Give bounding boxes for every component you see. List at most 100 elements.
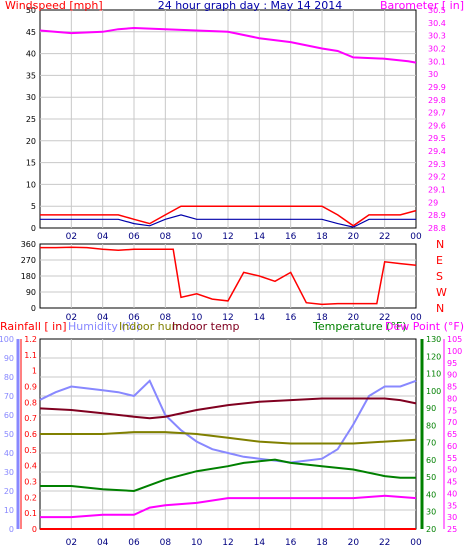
x-tick-label: 16 [285, 538, 297, 548]
y-tick-label: 360 [21, 240, 36, 249]
y-tick-label: 100 [426, 387, 441, 396]
x-tick-label: 20 [348, 313, 360, 323]
x-tick-label: 22 [379, 232, 390, 242]
y-tick-label: 29.6 [428, 121, 446, 130]
x-tick-label: 08 [160, 232, 172, 242]
x-tick-label: 12 [222, 313, 233, 323]
y-tick-label: 60 [4, 411, 14, 420]
x-tick-label: 06 [128, 313, 140, 323]
x-tick-label: 06 [128, 538, 140, 548]
x-tick-label: 04 [97, 232, 109, 242]
y-tick-label: 0.2 [24, 493, 37, 502]
y-tick-label: 29.9 [428, 83, 446, 92]
y-tick-label: 30 [447, 513, 457, 522]
y-tick-label: 75 [447, 406, 457, 415]
compass-label: N [436, 238, 444, 251]
y-tick-label: 80 [447, 394, 457, 403]
x-tick-label: 00 [410, 232, 422, 242]
x-tick-label: 08 [160, 313, 172, 323]
y-tick-label: 100 [0, 335, 14, 344]
x-tick-label: 10 [191, 538, 203, 548]
x-tick-label: 18 [316, 538, 328, 548]
y-tick-label: 30.2 [428, 44, 446, 53]
y-tick-label: 30.1 [428, 57, 446, 66]
y-tick-label: 30 [428, 70, 438, 79]
x-tick-label: 14 [254, 538, 266, 548]
y-tick-label: 40 [4, 449, 14, 458]
y-tick-label: 1.2 [24, 335, 37, 344]
x-tick-label: 08 [160, 538, 172, 548]
x-tick-label: 22 [379, 538, 390, 548]
x-tick-label: 14 [254, 232, 266, 242]
y-tick-label: 30.5 [428, 6, 446, 15]
chart-title: 24 hour graph day : May 14 2014 [158, 0, 343, 12]
y-tick-label: 5 [31, 202, 36, 211]
y-tick-label: 20 [4, 487, 14, 496]
x-tick-label: 00 [410, 313, 422, 323]
y-tick-label: 29.7 [428, 109, 446, 118]
y-tick-label: 85 [447, 383, 457, 392]
y-tick-label: 0.3 [24, 478, 37, 487]
y-tick-label: 70 [4, 392, 14, 401]
indoor-hum-label: Indoor hum [119, 320, 182, 333]
x-tick-label: 18 [316, 232, 328, 242]
y-tick-label: 30 [426, 508, 436, 517]
temperature-label: Temperature (°F) [312, 320, 407, 333]
y-tick-label: 35 [447, 501, 457, 510]
y-tick-label: 45 [447, 478, 457, 487]
y-tick-label: 1 [32, 367, 37, 376]
y-tick-label: 95 [447, 359, 457, 368]
humidity-label: Humidity (%) [68, 320, 140, 333]
y-tick-label: 45 [26, 28, 36, 37]
y-tick-label: 90 [447, 371, 457, 380]
indoor-temp-label: Indoor temp [172, 320, 239, 333]
y-tick-label: 60 [426, 456, 436, 465]
y-tick-label: 10 [26, 180, 36, 189]
y-tick-label: 25 [447, 525, 457, 534]
x-tick-label: 02 [66, 232, 77, 242]
y-tick-label: 1.1 [24, 351, 37, 360]
y-tick-label: 0.5 [24, 446, 37, 455]
y-tick-label: 30 [4, 468, 14, 477]
x-tick-label: 10 [191, 232, 203, 242]
x-tick-label: 16 [285, 313, 297, 323]
y-tick-label: 30.3 [428, 32, 446, 41]
y-tick-label: 120 [426, 352, 441, 361]
y-tick-label: 100 [447, 347, 462, 356]
y-tick-label: 50 [26, 6, 36, 15]
y-tick-label: 0.1 [24, 509, 37, 518]
wind-direction-line [40, 246, 417, 306]
x-tick-label: 12 [222, 232, 233, 242]
y-tick-label: 29.2 [428, 173, 446, 182]
y-tick-label: 40 [447, 489, 457, 498]
y-tick-label: 0.4 [24, 462, 37, 471]
dewpoint-line [40, 494, 417, 519]
baro-axis-label: Barometer [ in] [380, 0, 464, 12]
y-tick-label: 28.8 [428, 224, 446, 233]
y-tick-label: 25 [26, 115, 36, 124]
compass-label: E [436, 254, 443, 267]
y-tick-label: 110 [426, 370, 441, 379]
y-tick-label: 40 [26, 50, 36, 59]
x-tick-label: 10 [191, 313, 203, 323]
y-tick-label: 130 [426, 335, 441, 344]
y-tick-label: 29 [428, 198, 438, 207]
y-tick-label: 80 [4, 373, 14, 382]
y-tick-label: 30 [26, 93, 36, 102]
barometer-line [39, 26, 417, 64]
indoor-temp-line [39, 397, 417, 420]
wind-average-line [40, 214, 416, 228]
y-tick-label: 70 [426, 439, 436, 448]
x-tick-label: 02 [66, 538, 77, 548]
y-tick-label: 60 [447, 442, 457, 451]
y-tick-label: 0 [31, 304, 36, 313]
y-tick-label: 0.8 [24, 398, 37, 407]
windspeed-line [40, 205, 417, 227]
y-tick-label: 29.3 [428, 160, 446, 169]
y-tick-label: 0.6 [24, 430, 37, 439]
y-tick-label: 70 [447, 418, 457, 427]
x-tick-label: 06 [128, 232, 140, 242]
y-tick-label: 0 [31, 224, 36, 233]
